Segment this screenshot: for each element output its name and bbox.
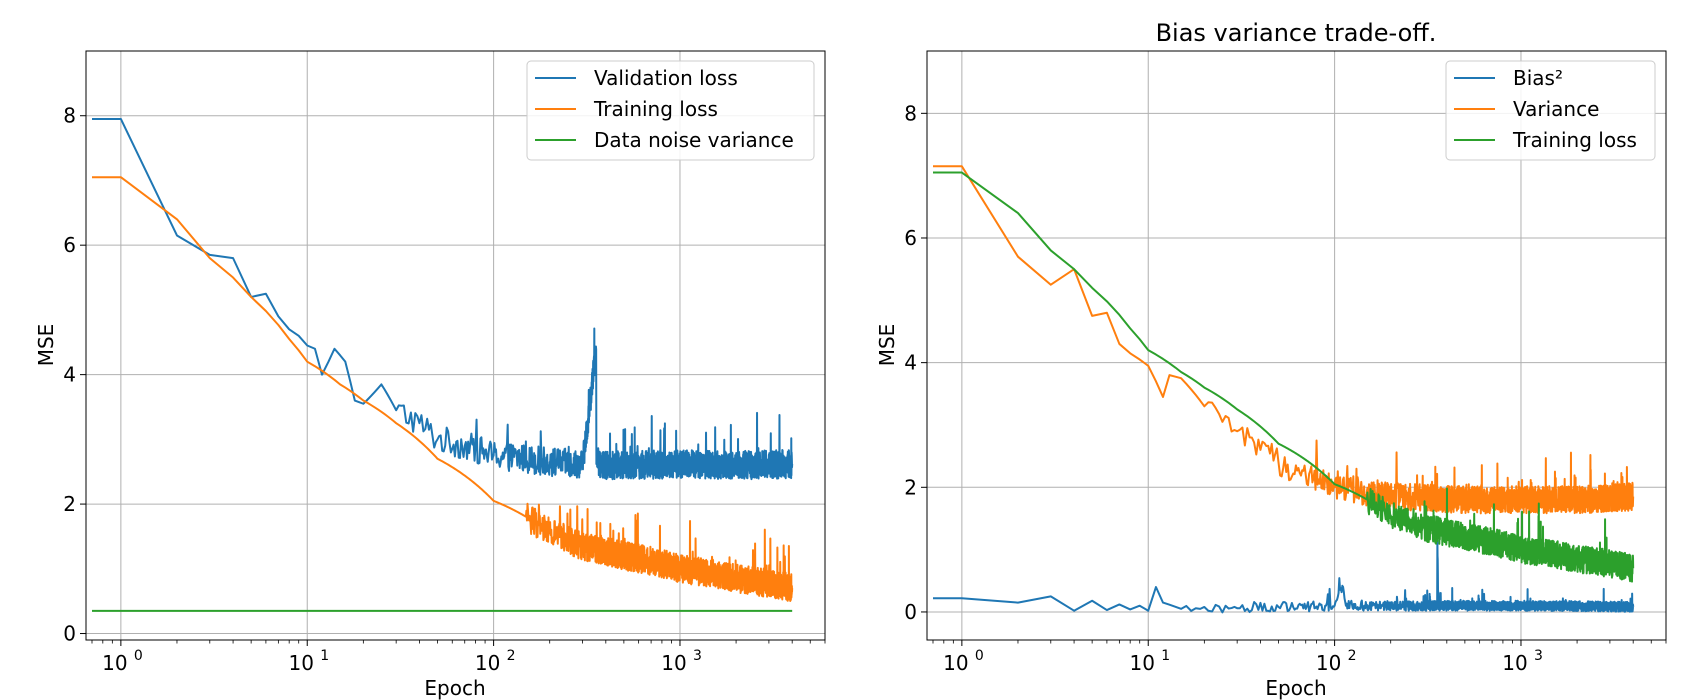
series-line-training-loss [933,171,1635,583]
y-axis-label-left: MSE [34,324,58,367]
chart-title-right: Bias variance trade-off. [1156,19,1437,47]
x-tick-label: 10 [1130,651,1155,675]
x-tick-label: 10 [1316,651,1341,675]
x-tick-exponent: 1 [320,648,329,664]
x-tick-exponent: 0 [134,648,143,664]
x-tick-label: 10 [943,651,968,675]
x-tick-exponent: 3 [1534,648,1543,664]
legend-label-bias-squared: Bias² [1513,66,1563,90]
x-axis-label-left: Epoch [424,676,485,700]
legend-label-data-noise-variance: Data noise variance [594,128,794,152]
ticks-right: 10 0 10 1 10 2 10 3 0 2 4 6 8 [904,101,1667,675]
legend-label-variance: Variance [1513,97,1599,121]
series-line-validation-loss [92,117,794,481]
y-tick-label: 2 [904,475,917,499]
x-tick-label: 10 [289,651,314,675]
series-layer-left [92,117,794,612]
y-tick-label: 4 [904,351,917,375]
y-axis-label-right: MSE [875,324,899,367]
x-tick-exponent: 2 [1348,648,1357,664]
y-tick-label: 6 [904,226,917,250]
x-tick-label: 10 [661,651,686,675]
x-tick-exponent: 1 [1161,648,1170,664]
x-tick-exponent: 0 [975,648,984,664]
legend-box-right [1445,60,1656,161]
y-tick-label: 2 [63,492,76,516]
series-line-variance [933,165,1635,515]
chart-right: 10 0 10 1 10 2 10 3 0 2 4 6 8 Bias variance trade-of… [875,19,1667,700]
x-tick-label: 10 [102,651,127,675]
plot-frame-right [926,50,1667,641]
x-axis-label-right: Epoch [1265,676,1326,700]
legend-label-training-loss: Training loss [593,97,718,121]
legend-label-validation-loss: Validation loss [594,66,738,90]
series-line-bias- [933,539,1635,614]
x-tick-label: 10 [1502,651,1527,675]
x-tick-exponent: 2 [507,648,516,664]
y-tick-label: 4 [63,363,76,387]
y-tick-label: 8 [904,101,917,125]
chart-left: 10 0 10 1 10 2 10 3 0 2 4 6 8 Epoch MSE Validation l… [34,50,826,700]
y-tick-label: 0 [63,622,76,646]
series-layer-right [933,165,1635,614]
y-tick-label: 0 [904,600,917,624]
y-tick-label: 6 [63,233,76,257]
x-tick-label: 10 [475,651,500,675]
legend-left: Validation loss Training loss Data noise… [526,60,815,161]
ticks-left: 10 0 10 1 10 2 10 3 0 2 4 6 8 [63,104,826,675]
legend-label-training-loss-right: Training loss [1512,128,1637,152]
x-tick-exponent: 3 [693,648,702,664]
plot-frame-left [85,50,826,641]
y-tick-label: 8 [63,104,76,128]
legend-right: Bias² Variance Training loss [1445,60,1656,161]
series-line-training-loss [92,176,794,603]
legend-box-left [526,60,815,161]
